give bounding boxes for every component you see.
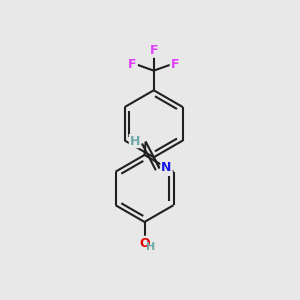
- Text: N: N: [161, 161, 172, 174]
- Text: F: F: [149, 44, 158, 57]
- Text: H: H: [129, 135, 140, 148]
- Text: F: F: [171, 58, 179, 71]
- Text: H: H: [146, 242, 156, 252]
- Text: O: O: [139, 237, 150, 250]
- Text: F: F: [128, 58, 137, 71]
